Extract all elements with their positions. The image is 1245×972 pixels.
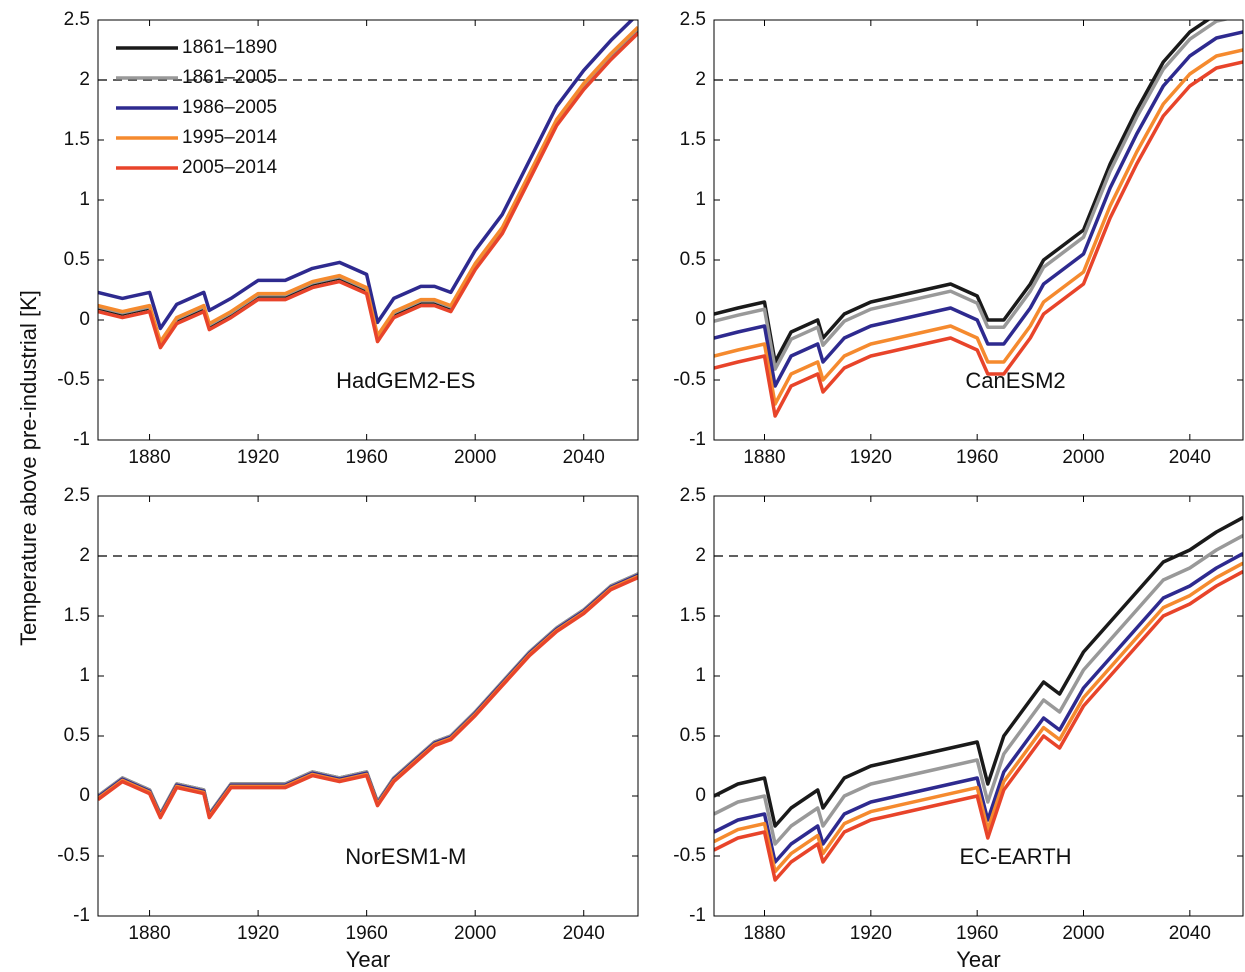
series-group (714, 516, 1243, 882)
plot-frame (97, 495, 639, 917)
y-tick-label: 1.5 (680, 605, 706, 626)
y-axis-label: Temperature above pre-industrial [K] (16, 290, 41, 646)
series-line (714, 60, 1243, 418)
x-tick-label: 1920 (850, 923, 892, 944)
x-tick-label: 1920 (237, 923, 279, 944)
x-tick-label: 1960 (956, 923, 998, 944)
model-label: CanESM2 (965, 368, 1065, 393)
series-line (714, 516, 1243, 828)
y-tick-label: -1 (73, 429, 90, 450)
y-tick-label: 0 (79, 309, 90, 330)
plot-frame (97, 19, 639, 441)
y-tick-label: 1 (695, 189, 706, 210)
y-tick-label: 0 (695, 309, 706, 330)
series-line (714, 48, 1243, 406)
x-tick-label: 2000 (454, 923, 496, 944)
panel: -1 -0.5 0 0.5 1 1.5 2 2.5 1880 1920 1960 2000 2040 EC… (673, 485, 1244, 972)
series-line (98, 25, 638, 344)
panel: -1 -0.5 0 0.5 1 1.5 2 2.5 1880 1920 1960 2000 2040 No… (57, 485, 639, 972)
x-tick-label: 1960 (346, 447, 388, 468)
x-tick-label: 1880 (743, 923, 785, 944)
series-line (714, 30, 1243, 388)
x-tick-label: 2040 (1169, 923, 1211, 944)
series-line (714, 20, 1230, 371)
x-axis-label: Year (956, 947, 1000, 972)
y-tick-label: 0.5 (680, 725, 706, 746)
panel: -1 -0.5 0 0.5 1 1.5 2 2.5 1880 1920 1960 2000 2040 Ha… (57, 9, 639, 468)
y-tick-label: 1 (695, 665, 706, 686)
y-tick-label: 0.5 (680, 249, 706, 270)
series-group (714, 20, 1243, 418)
model-label: NorESM1-M (345, 844, 466, 869)
x-tick-label: 2000 (1062, 447, 1104, 468)
series-line (714, 561, 1243, 874)
y-tick-label: -0.5 (673, 845, 706, 866)
x-tick-label: 2000 (1062, 923, 1104, 944)
y-tick-label: 0 (695, 785, 706, 806)
series-line (98, 20, 635, 331)
y-tick-label: 2.5 (64, 485, 90, 506)
legend-label: 1986–2005 (182, 97, 277, 118)
x-tick-label: 2040 (563, 923, 605, 944)
x-tick-label: 1880 (743, 447, 785, 468)
model-label: HadGEM2-ES (336, 368, 475, 393)
y-tick-label: 0 (79, 785, 90, 806)
x-tick-label: 1880 (128, 447, 170, 468)
y-tick-label: 2 (79, 545, 90, 566)
x-tick-label: 2040 (1169, 447, 1211, 468)
y-tick-label: 1 (79, 665, 90, 686)
y-tick-label: 2 (79, 69, 90, 90)
y-tick-label: 2 (695, 545, 706, 566)
y-tick-label: 2.5 (64, 9, 90, 30)
plot-frame (713, 19, 1244, 441)
y-tick-label: -0.5 (57, 845, 90, 866)
x-tick-label: 1960 (956, 447, 998, 468)
y-tick-label: 0.5 (64, 725, 90, 746)
legend-label: 1995–2014 (182, 127, 278, 148)
y-tick-label: -1 (73, 905, 90, 926)
y-tick-label: 1 (79, 189, 90, 210)
y-tick-label: -1 (689, 905, 706, 926)
legend-label: 1861–2005 (182, 67, 277, 88)
panel: -1 -0.5 0 0.5 1 1.5 2 2.5 1880 1920 1960 2000 2040 Ca… (673, 9, 1244, 468)
plot-frame (713, 495, 1244, 917)
legend-label: 2005–2014 (182, 157, 278, 178)
y-tick-label: 2.5 (680, 485, 706, 506)
x-tick-label: 1920 (237, 447, 279, 468)
series-line (714, 20, 1211, 364)
x-tick-label: 2040 (563, 447, 605, 468)
y-tick-label: -0.5 (57, 369, 90, 390)
y-tick-label: 2 (695, 69, 706, 90)
series-line (714, 534, 1243, 846)
x-tick-label: 1920 (850, 447, 892, 468)
model-label: EC-EARTH (959, 844, 1071, 869)
series-group (98, 572, 638, 820)
y-tick-label: 1.5 (680, 129, 706, 150)
y-tick-label: -0.5 (673, 369, 706, 390)
x-tick-label: 2000 (454, 447, 496, 468)
y-tick-label: 1.5 (64, 605, 90, 626)
series-line (714, 552, 1243, 864)
x-tick-label: 1960 (346, 923, 388, 944)
y-tick-label: 1.5 (64, 129, 90, 150)
series-line (714, 570, 1243, 882)
legend-label: 1861–1890 (182, 37, 277, 58)
series-line (98, 31, 638, 350)
series-group (98, 20, 638, 350)
x-axis-label: Year (346, 947, 390, 972)
y-tick-label: -1 (689, 429, 706, 450)
y-tick-label: 0.5 (64, 249, 90, 270)
series-line (98, 575, 638, 820)
x-tick-label: 1880 (128, 923, 170, 944)
y-tick-label: 2.5 (680, 9, 706, 30)
